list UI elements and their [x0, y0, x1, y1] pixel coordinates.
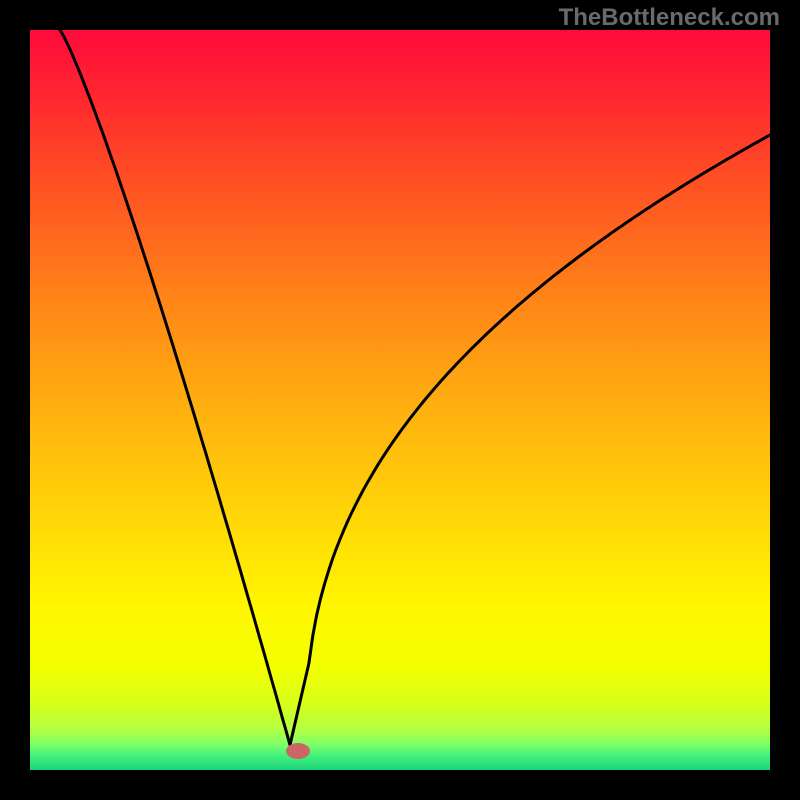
- optimum-marker: [0, 0, 800, 800]
- chart-frame: TheBottleneck.com: [0, 0, 800, 800]
- optimum-marker-dot: [286, 743, 310, 759]
